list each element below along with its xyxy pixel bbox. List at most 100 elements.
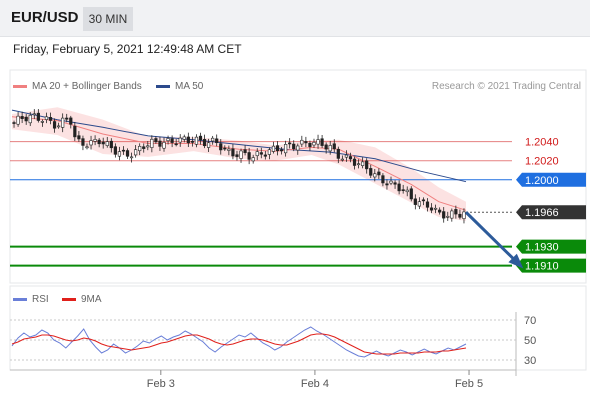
candle-body — [405, 189, 409, 193]
candle-body — [296, 145, 300, 151]
legend-9ma-swatch — [62, 297, 76, 301]
candle-body — [255, 151, 259, 157]
candle-body — [397, 183, 401, 192]
research-credit: Research © 2021 Trading Central — [431, 81, 581, 92]
bollinger-band — [12, 107, 466, 221]
legend-ma20-label: MA 20 + Bollinger Bands — [32, 81, 142, 92]
candle-body — [117, 151, 122, 157]
candle-body — [219, 143, 223, 151]
candle-body — [109, 140, 113, 149]
candle-body — [223, 147, 227, 150]
candle-body — [336, 148, 340, 159]
candle-body — [12, 122, 16, 124]
candle-body — [316, 139, 320, 145]
level-label-1.1910: 1.1910 — [525, 261, 559, 273]
candle-body — [146, 145, 150, 148]
candle-body — [328, 145, 332, 152]
candle-body — [166, 138, 170, 142]
candle-body — [142, 146, 146, 149]
candle-body — [409, 188, 413, 200]
candle-body — [211, 137, 215, 142]
candle-body — [202, 139, 207, 147]
candle-body — [308, 142, 312, 147]
candle-body — [190, 141, 194, 143]
candle-body — [32, 113, 36, 116]
candle-body — [174, 143, 178, 146]
candle-body — [421, 199, 426, 202]
candle-body — [48, 117, 53, 121]
candle-body — [36, 112, 40, 121]
candle-body — [97, 139, 101, 145]
level-label-1.2020: 1.2020 — [525, 156, 559, 168]
rsi-series-9ma — [11, 333, 467, 355]
candle-body — [356, 163, 361, 166]
candle-body — [215, 138, 219, 144]
ma20-line — [11, 116, 467, 211]
candle-body — [125, 150, 130, 157]
x-tick-label: Feb 5 — [455, 378, 483, 390]
forecast-arrow-head — [508, 253, 524, 269]
candle-body — [198, 135, 203, 141]
legend-ma50-swatch — [156, 84, 170, 88]
candle-body — [77, 135, 81, 140]
x-tick-label: Feb 4 — [301, 378, 329, 390]
candle-body — [413, 198, 417, 205]
candle-body — [243, 149, 247, 154]
candle-body — [16, 115, 20, 125]
candle-body — [425, 201, 430, 208]
level-tag-1.1966 — [516, 205, 586, 220]
candle-body — [377, 171, 381, 176]
candle-body — [101, 141, 105, 145]
legend-ma20-swatch — [13, 84, 27, 88]
candle-body — [251, 157, 255, 162]
rsi-panel-frame — [9, 285, 587, 371]
candle-body — [389, 180, 393, 184]
candles-group — [12, 109, 466, 224]
candle-body — [381, 175, 385, 184]
level-tag-1.1930 — [516, 239, 586, 254]
candle-body — [235, 154, 239, 157]
candle-body — [450, 210, 454, 219]
candle-body — [134, 149, 138, 156]
candle-body — [288, 142, 292, 145]
candle-body — [69, 117, 73, 125]
rsi-series-rsi — [11, 326, 467, 358]
candle-body — [81, 138, 85, 146]
candle-body — [231, 148, 235, 157]
candle-body — [65, 117, 69, 120]
level-label-1.1966: 1.1966 — [525, 207, 559, 219]
candle-body — [340, 158, 344, 161]
level-label-1.2000: 1.2000 — [525, 175, 559, 187]
candle-body — [365, 160, 369, 170]
legend-9ma: 9MA — [62, 294, 102, 305]
candle-body — [89, 140, 93, 146]
candle-body — [44, 116, 49, 120]
timeframe-button[interactable]: 30 MIN — [83, 7, 133, 31]
ma50-line — [11, 109, 467, 183]
candle-body — [284, 144, 288, 154]
legend-rsi-swatch — [13, 297, 27, 301]
candle-body — [267, 149, 272, 155]
level-label-1.1930: 1.1930 — [525, 242, 559, 254]
candle-body — [28, 114, 32, 124]
candle-body — [373, 173, 377, 178]
candle-body — [275, 145, 280, 152]
candle-body — [352, 158, 357, 166]
level-label-1.2040: 1.2040 — [525, 137, 559, 149]
top-bar: EUR/USD 30 MIN — [0, 0, 590, 37]
candle-body — [312, 142, 316, 146]
candle-body — [186, 136, 190, 144]
candle-body — [458, 213, 462, 218]
candle-body — [332, 143, 336, 150]
candle-body — [401, 189, 405, 191]
level-tag-1.1910 — [516, 258, 586, 273]
candle-body — [361, 161, 365, 166]
candle-body — [292, 143, 296, 150]
candle-body — [113, 146, 117, 155]
forecast-arrow-shaft — [464, 211, 522, 267]
candle-body — [162, 142, 166, 149]
candle-body — [182, 136, 186, 140]
candle-body — [158, 140, 162, 147]
candle-body — [170, 138, 174, 143]
